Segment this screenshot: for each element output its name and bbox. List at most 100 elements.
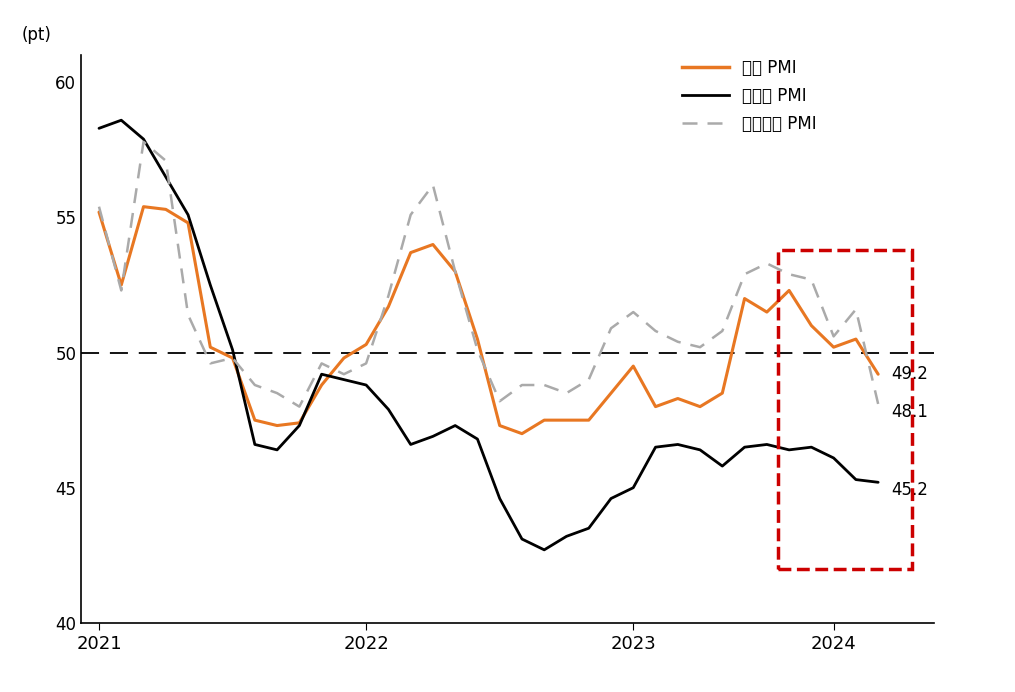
종합 PMI [115,281,127,289]
Text: 45.2: 45.2 [891,482,929,500]
Line: 종합 PMI: 종합 PMI [99,207,878,434]
제조업 PMI [338,376,350,384]
제조업 PMI [427,432,439,441]
서비스업 PMI [93,203,106,211]
종합 PMI [360,340,373,349]
서비스업 PMI [360,359,373,367]
서비스업 PMI [137,138,149,146]
서비스업 PMI [204,359,216,367]
서비스업 PMI [739,270,751,278]
서비스업 PMI [316,359,328,367]
종합 PMI [449,267,461,275]
제조업 PMI [271,446,283,454]
종합 PMI [249,416,261,424]
서비스업 PMI [783,270,795,278]
제조업 PMI [405,440,417,448]
제조업 PMI [383,406,395,414]
종합 PMI [427,240,439,248]
종합 PMI [538,416,550,424]
Bar [777,250,911,569]
제조업 PMI [293,421,306,430]
제조업 PMI [827,454,839,462]
Line: 서비스업 PMI: 서비스업 PMI [99,142,878,407]
종합 PMI [827,343,839,352]
제조업 PMI [516,535,528,543]
종합 PMI [805,321,817,329]
Text: (pt): (pt) [21,26,52,44]
제조업 PMI [538,546,550,554]
제조업 PMI [204,281,216,289]
종합 PMI [338,354,350,362]
제조업 PMI [783,446,795,454]
종합 PMI [93,208,106,216]
서비스업 PMI [271,389,283,397]
서비스업 PMI [115,286,127,295]
서비스업 PMI [405,210,417,219]
종합 PMI [383,302,395,311]
서비스업 PMI [850,305,862,313]
서비스업 PMI [605,324,617,332]
제조업 PMI [493,494,505,502]
서비스업 PMI [471,346,483,354]
서비스업 PMI [159,156,172,165]
종합 PMI [783,286,795,295]
종합 PMI [583,416,595,424]
서비스업 PMI [516,381,528,389]
제조업 PMI [115,116,127,125]
서비스업 PMI [560,389,572,397]
종합 PMI [694,403,706,411]
종합 PMI [137,203,149,211]
종합 PMI [872,370,884,379]
종합 PMI [293,419,306,427]
제조업 PMI [605,494,617,502]
서비스업 PMI [383,292,395,300]
종합 PMI [182,219,194,227]
서비스업 PMI [249,381,261,389]
Legend: 종합 PMI, 제조업 PMI, 서비스업 PMI: 종합 PMI, 제조업 PMI, 서비스업 PMI [675,53,823,140]
Text: 48.1: 48.1 [891,403,929,421]
제조업 PMI [761,440,773,448]
제조업 PMI [360,381,373,389]
제조업 PMI [471,435,483,443]
서비스업 PMI [293,403,306,411]
종합 PMI [761,308,773,316]
종합 PMI [560,416,572,424]
제조업 PMI [694,446,706,454]
제조업 PMI [872,478,884,486]
종합 PMI [159,206,172,214]
서비스업 PMI [583,376,595,384]
서비스업 PMI [827,332,839,340]
서비스업 PMI [493,397,505,406]
제조업 PMI [650,443,662,451]
서비스업 PMI [717,327,729,335]
제조업 PMI [226,346,239,354]
종합 PMI [717,389,729,397]
제조업 PMI [137,135,149,143]
종합 PMI [493,421,505,430]
제조업 PMI [249,440,261,448]
서비스업 PMI [427,181,439,189]
Text: 49.2: 49.2 [891,365,929,383]
서비스업 PMI [627,308,639,316]
종합 PMI [605,389,617,397]
서비스업 PMI [650,327,662,335]
제조업 PMI [316,370,328,379]
Line: 제조업 PMI: 제조업 PMI [99,120,878,550]
제조업 PMI [850,475,862,484]
제조업 PMI [159,173,172,181]
제조업 PMI [182,210,194,219]
서비스업 PMI [449,267,461,275]
종합 PMI [672,394,684,403]
제조업 PMI [627,484,639,492]
제조업 PMI [449,421,461,430]
종합 PMI [650,403,662,411]
서비스업 PMI [805,275,817,284]
제조업 PMI [672,440,684,448]
서비스업 PMI [872,400,884,408]
서비스업 PMI [182,311,194,319]
종합 PMI [516,430,528,438]
종합 PMI [739,294,751,302]
제조업 PMI [93,124,106,132]
제조업 PMI [805,443,817,451]
종합 PMI [271,421,283,430]
